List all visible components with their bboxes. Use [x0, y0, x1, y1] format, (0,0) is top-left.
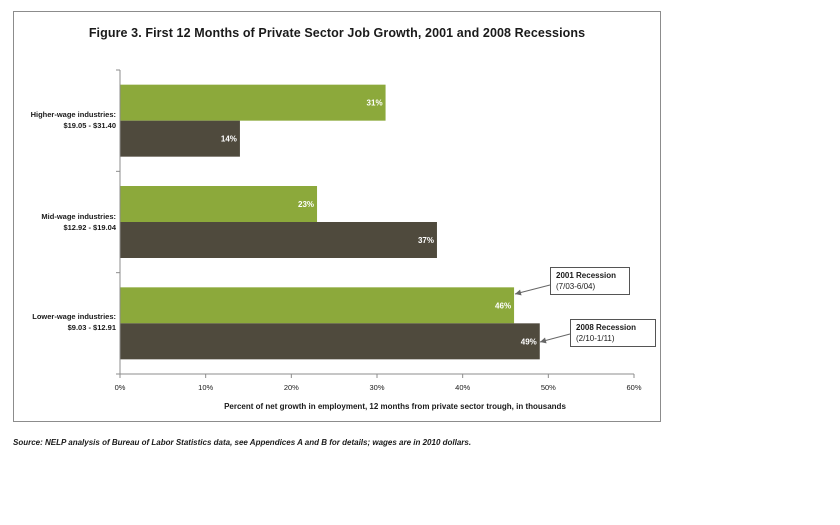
bar-2001-1: [120, 186, 318, 222]
x-tick-label: 50%: [541, 383, 556, 392]
bar-data-label: 14%: [221, 135, 237, 144]
chart-frame: Figure 3. First 12 Months of Private Sec…: [13, 11, 661, 422]
category-label-line: Higher-wage industries:: [30, 110, 116, 119]
x-tick-label: 30%: [369, 383, 384, 392]
x-tick-label: 0%: [115, 383, 126, 392]
category-label-mid-wage: Mid-wage industries: $12.92 - $19.04: [18, 211, 116, 233]
bar-2001-0: [120, 84, 386, 121]
x-tick-label: 60%: [626, 383, 641, 392]
bar-2008-2: [120, 323, 540, 360]
x-tick-label: 20%: [284, 383, 299, 392]
callout-detail: (7/03-6/04): [556, 282, 596, 291]
category-label-lower-wage: Lower-wage industries: $9.03 - $12.91: [18, 311, 116, 333]
category-label-line: $19.05 - $31.40: [63, 121, 116, 130]
bar-data-label: 46%: [495, 301, 511, 310]
bar-data-label: 49%: [521, 337, 537, 346]
category-label-line: $9.03 - $12.91: [67, 323, 116, 332]
bar-2008-1: [120, 222, 437, 258]
category-label-line: Lower-wage industries:: [32, 312, 116, 321]
bar-data-label: 37%: [418, 236, 434, 245]
category-label-line: Mid-wage industries:: [41, 212, 116, 221]
callout-arrow-2001: [514, 284, 551, 295]
chart-title: Figure 3. First 12 Months of Private Sec…: [88, 26, 586, 40]
bar-2001-2: [120, 287, 515, 324]
source-note: Source: NELP analysis of Bureau of Labor…: [13, 438, 472, 447]
x-axis-title: Percent of net growth in employment, 12 …: [224, 402, 566, 411]
callout-2008-recession: 2008 Recession (2/10-1/11): [570, 319, 656, 347]
callout-2001-recession: 2001 Recession (7/03-6/04): [550, 267, 630, 295]
plot-area: 31% 14% 23% 37% 46% 49% 0% 10% 20% 30% 40% 50% 60%: [115, 69, 642, 392]
callout-detail: (2/10-1/11): [576, 334, 615, 343]
callout-arrow-2001-head: [515, 289, 522, 296]
x-tick-label: 40%: [455, 383, 470, 392]
category-label-line: $12.92 - $19.04: [63, 223, 116, 232]
category-label-higher-wage: Higher-wage industries: $19.05 - $31.40: [18, 109, 116, 131]
callout-title: 2001 Recession: [556, 271, 617, 280]
x-tick-label: 10%: [198, 383, 213, 392]
bar-data-label: 31%: [367, 99, 383, 108]
callout-arrow-2008-head: [540, 337, 547, 344]
bar-2008-0: [120, 120, 240, 157]
bar-data-label: 23%: [298, 200, 314, 209]
callout-title: 2008 Recession: [576, 323, 637, 332]
